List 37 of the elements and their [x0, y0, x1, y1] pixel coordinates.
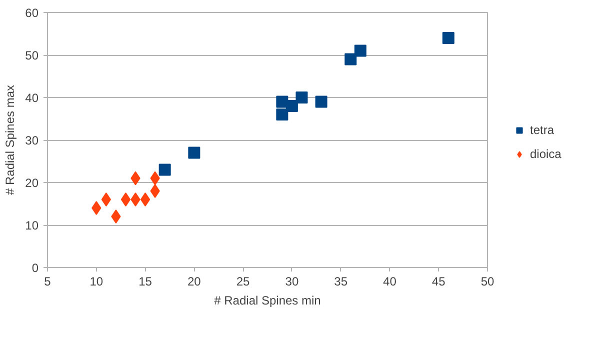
x-tick-label: 10	[90, 274, 104, 288]
point	[111, 210, 121, 224]
y-tick-label: 60	[25, 6, 39, 20]
x-tick-label: 50	[480, 274, 494, 288]
point	[101, 192, 111, 206]
x-tick-label: 30	[285, 274, 299, 288]
x-tick-label: 20	[187, 274, 202, 288]
point	[158, 164, 171, 176]
y-axis-title: # Radial Spines max	[3, 84, 18, 196]
point	[92, 201, 102, 215]
point	[130, 192, 140, 206]
point	[276, 108, 288, 120]
y-tick-label: 40	[25, 91, 39, 105]
x-tick-label: 40	[383, 274, 397, 288]
legend-label: tetra	[530, 123, 554, 137]
point	[120, 192, 131, 206]
point	[442, 32, 454, 44]
point	[188, 146, 200, 159]
point	[354, 44, 366, 57]
x-tick-label: 45	[432, 274, 446, 288]
point	[344, 53, 357, 66]
x-tick-label: 5	[44, 274, 52, 288]
y-tick-label: 30	[25, 134, 39, 148]
y-tick-label: 20	[25, 176, 39, 190]
point	[286, 100, 298, 112]
legend-label: dioica	[530, 147, 562, 161]
point	[315, 96, 328, 108]
point	[140, 192, 150, 206]
x-tick-label: 35	[334, 274, 348, 288]
x-axis-title: # Radial Spines min	[214, 294, 321, 308]
x-tick-label: 15	[138, 274, 152, 288]
y-tick-label: 0	[32, 261, 39, 275]
point	[296, 92, 308, 104]
y-tick-label: 10	[25, 218, 39, 232]
x-tick-label: 25	[236, 274, 250, 288]
point	[150, 184, 160, 198]
y-tick-label: 50	[25, 48, 39, 62]
